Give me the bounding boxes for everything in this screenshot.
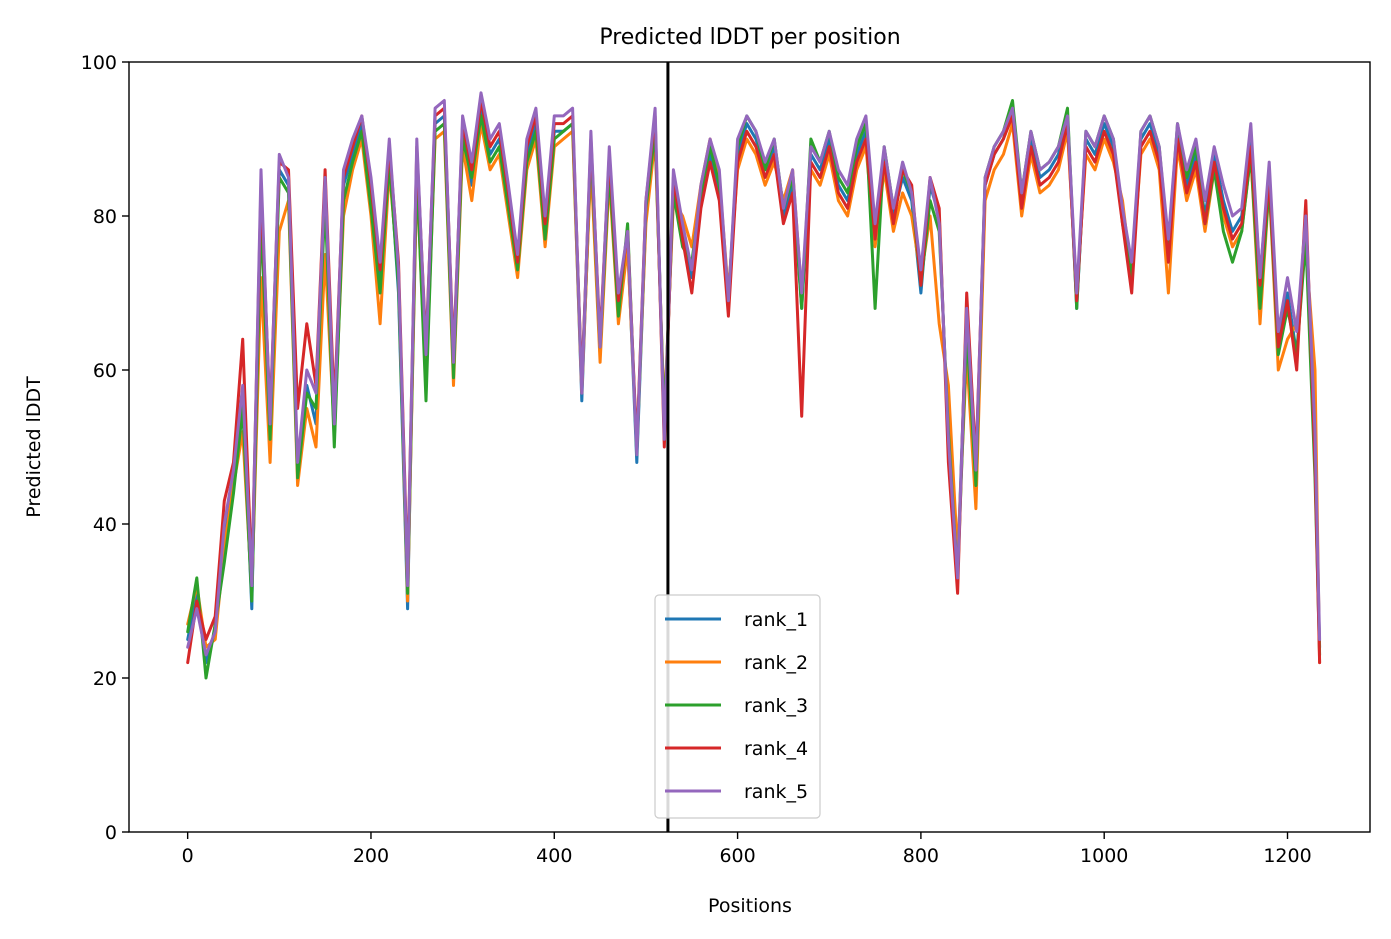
legend-entries: rank_1 rank_2 rank_3 rank_4 rank_5 [665,609,808,803]
series-layer [186,91,1322,680]
x-tick-label: 800 [903,845,939,867]
x-axis-label: Positions [708,895,792,917]
legend-box [654,594,821,819]
y-axis-label: Predicted lDDT [23,376,45,518]
x-tick-label: 1200 [1263,845,1311,867]
y-tick-label: 0 [105,822,117,844]
axes-frame [128,61,1371,833]
legend-label-rank-3: rank_3 [744,695,808,717]
x-tick-label: 600 [719,845,755,867]
y-tick-label: 20 [93,668,117,690]
legend-label-rank-4: rank_4 [744,738,808,760]
x-tick-label: 200 [353,845,389,867]
legend: rank_1 rank_2 rank_3 rank_4 rank_5 [654,594,821,819]
legend-label-rank-5: rank_5 [744,781,808,803]
x-tick-label: 1000 [1080,845,1128,867]
legend-label-rank-1: rank_1 [744,609,808,631]
y-axis-ticks: 0 20 40 60 80 100 [81,52,129,844]
x-tick-label: 0 [182,845,194,867]
chart-title: Predicted lDDT per position [599,25,900,50]
x-axis-ticks: 0 200 400 600 800 1000 1200 [182,832,1312,867]
plot-area [128,61,1371,833]
y-tick-label: 40 [93,514,117,536]
y-tick-label: 80 [93,206,117,228]
series-line-rank-5 [186,91,1322,657]
legend-label-rank-2: rank_2 [744,652,808,674]
y-tick-label: 60 [93,360,117,382]
y-tick-label: 100 [81,52,117,74]
x-tick-label: 400 [536,845,572,867]
